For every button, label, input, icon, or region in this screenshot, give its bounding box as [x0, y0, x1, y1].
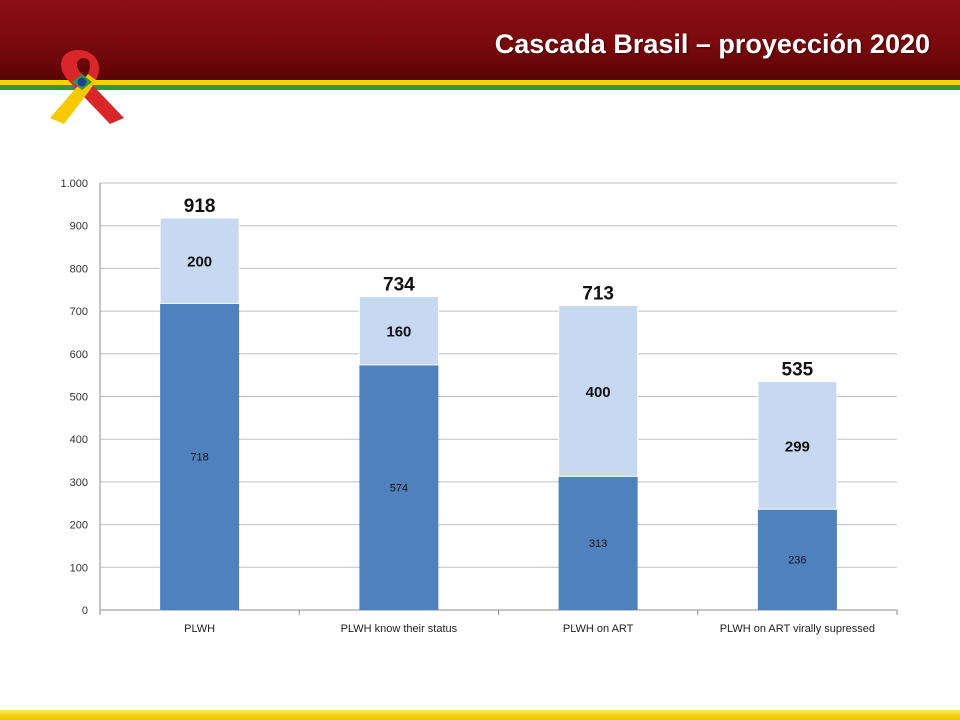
bar-segment-lower	[359, 364, 439, 610]
total-label: 713	[582, 284, 614, 305]
y-tick-label: 200	[70, 520, 88, 532]
bar-segment-upper	[358, 296, 439, 366]
header-bar: Cascada Brasil – proyección 2020	[0, 0, 960, 80]
footer-stripe	[0, 710, 960, 720]
total-label: 918	[184, 196, 216, 217]
y-tick-label: 300	[70, 477, 88, 489]
total-label: 734	[383, 275, 415, 296]
bar-segment-upper	[757, 381, 838, 510]
bar-segment-lower	[160, 303, 240, 610]
y-tick-label: 100	[70, 562, 88, 574]
bar-segment-lower	[757, 509, 837, 610]
data-label-lower: 718	[190, 452, 208, 464]
data-label-lower: 236	[788, 555, 806, 567]
x-category-label: PLWH on ART virally supressed	[720, 623, 875, 635]
aids-ribbon-brazil-icon	[50, 50, 124, 124]
x-category-label: PLWH know their status	[341, 623, 458, 635]
data-label-lower: 574	[390, 482, 408, 494]
header-stripe-green	[0, 85, 960, 90]
total-label: 535	[782, 360, 814, 381]
bar-segment-upper	[159, 217, 240, 304]
bar-segment-lower	[558, 476, 638, 610]
data-label-upper: 400	[586, 384, 611, 401]
y-tick-label: 500	[70, 392, 88, 404]
y-tick-label: 700	[70, 306, 88, 318]
bar-segment-upper	[558, 305, 639, 477]
header-stripe-yellow	[0, 80, 960, 85]
y-tick-label: 900	[70, 221, 88, 233]
data-label-upper: 299	[785, 438, 810, 455]
y-tick-label: 1.000	[60, 178, 88, 190]
page-title: Cascada Brasil – proyección 2020	[494, 29, 930, 59]
x-category-label: PLWH on ART	[563, 623, 634, 635]
y-tick-label: 400	[70, 434, 88, 446]
y-tick-label: 800	[70, 263, 88, 275]
data-label-lower: 313	[589, 538, 607, 550]
y-tick-label: 0	[82, 605, 88, 617]
x-category-label: PLWH	[184, 623, 215, 635]
data-label-upper: 160	[386, 324, 411, 341]
y-tick-label: 600	[70, 349, 88, 361]
data-label-upper: 200	[187, 254, 212, 271]
